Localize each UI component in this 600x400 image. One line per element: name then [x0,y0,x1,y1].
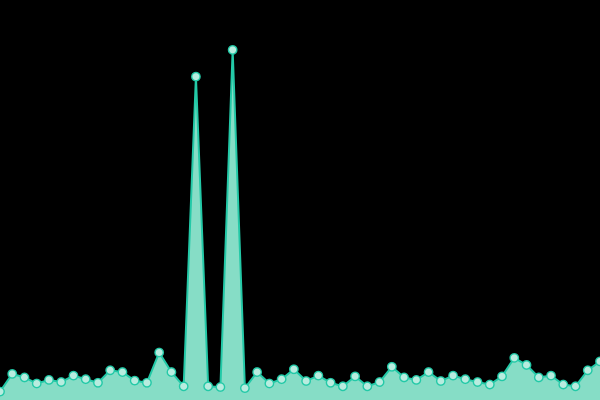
data-point [117,367,128,377]
data-point [423,367,434,377]
data-point-markers [0,45,600,397]
data-point [533,372,544,383]
data-point [129,375,140,386]
data-point [105,365,116,376]
data-point [56,377,67,387]
data-point [362,381,373,392]
data-point [68,370,79,381]
data-point [239,383,250,393]
data-point [264,378,275,389]
data-point [337,381,348,392]
data-point [288,364,299,375]
data-point [313,370,324,381]
data-point [484,379,495,390]
data-point [154,347,165,358]
data-point [399,372,409,383]
data-point [521,360,532,370]
data-point [509,352,520,363]
data-point [570,381,581,392]
data-point [582,365,593,376]
data-point [497,371,507,382]
data-point [386,361,397,372]
data-point [252,367,263,377]
data-point [215,382,226,392]
data-point [44,375,54,385]
series-group [0,45,600,400]
data-point [350,371,360,382]
data-point [301,376,312,386]
data-point [227,45,238,55]
data-point [460,374,471,385]
data-point [325,377,336,388]
data-point [191,71,201,82]
data-point [448,370,458,381]
data-point [31,378,42,389]
data-point [178,381,189,392]
data-point [80,374,91,385]
data-point [0,386,5,397]
data-point [595,356,600,367]
data-point [435,376,446,386]
data-point [374,377,385,387]
data-point [276,374,287,385]
data-point [93,377,103,388]
data-point [558,379,569,390]
data-point [472,377,483,387]
data-point [411,375,422,385]
data-point [546,370,556,381]
data-point [7,368,18,379]
data-point [19,372,30,383]
data-point [142,377,152,388]
data-point [203,381,214,392]
data-point [166,367,177,377]
